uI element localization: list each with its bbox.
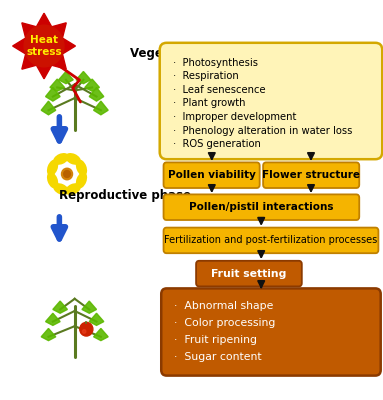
Text: Fruit setting: Fruit setting [211,269,286,278]
Polygon shape [93,328,108,341]
Text: Pollen viability: Pollen viability [168,170,255,180]
FancyBboxPatch shape [263,162,359,188]
Ellipse shape [65,153,81,165]
FancyBboxPatch shape [164,162,260,188]
Text: Reproductive phase: Reproductive phase [59,190,192,202]
Polygon shape [85,79,100,91]
Text: Fertilization and post-fertilization processes: Fertilization and post-fertilization pro… [164,235,378,245]
Text: ·  Fruit ripening: · Fruit ripening [174,335,257,345]
Polygon shape [46,313,60,326]
Polygon shape [41,328,56,341]
Polygon shape [89,313,104,326]
Polygon shape [93,101,108,115]
Text: ·  Color processing: · Color processing [174,318,276,328]
Ellipse shape [47,160,58,176]
Ellipse shape [65,183,81,195]
Circle shape [24,25,64,67]
Polygon shape [59,72,73,84]
FancyBboxPatch shape [161,288,381,376]
Text: ·  Leaf senescence: · Leaf senescence [173,85,266,95]
Circle shape [80,322,93,336]
Ellipse shape [47,172,58,188]
Text: ·  Abnormal shape: · Abnormal shape [174,301,273,311]
Text: Vegetative phase: Vegetative phase [130,48,246,60]
Polygon shape [13,13,75,79]
Text: Heat
stress: Heat stress [26,35,62,57]
Ellipse shape [53,183,69,195]
Text: ·  ROS generation: · ROS generation [173,139,261,149]
Text: ·  Photosynthesis: · Photosynthesis [173,58,258,68]
FancyBboxPatch shape [196,261,302,286]
Polygon shape [89,88,104,101]
Polygon shape [82,301,97,313]
Text: Flower structure: Flower structure [262,170,360,180]
Text: Pollen/pistil interactions: Pollen/pistil interactions [189,202,334,212]
Text: ·  Improper development: · Improper development [173,112,296,122]
Ellipse shape [76,172,87,188]
Polygon shape [46,88,60,101]
Text: ·  Plant growth: · Plant growth [173,98,246,108]
Ellipse shape [76,160,87,176]
Text: ·  Sugar content: · Sugar content [174,352,262,362]
Circle shape [64,170,70,178]
FancyBboxPatch shape [164,228,378,253]
Circle shape [62,168,72,180]
Circle shape [82,330,86,333]
Polygon shape [50,79,64,91]
Polygon shape [41,101,56,115]
Text: ·  Phenology alteration in water loss: · Phenology alteration in water loss [173,126,352,136]
FancyBboxPatch shape [160,43,382,159]
Polygon shape [53,301,67,313]
FancyBboxPatch shape [164,194,359,220]
Text: ·  Respiration: · Respiration [173,71,239,81]
Polygon shape [76,72,91,84]
Ellipse shape [53,153,69,165]
